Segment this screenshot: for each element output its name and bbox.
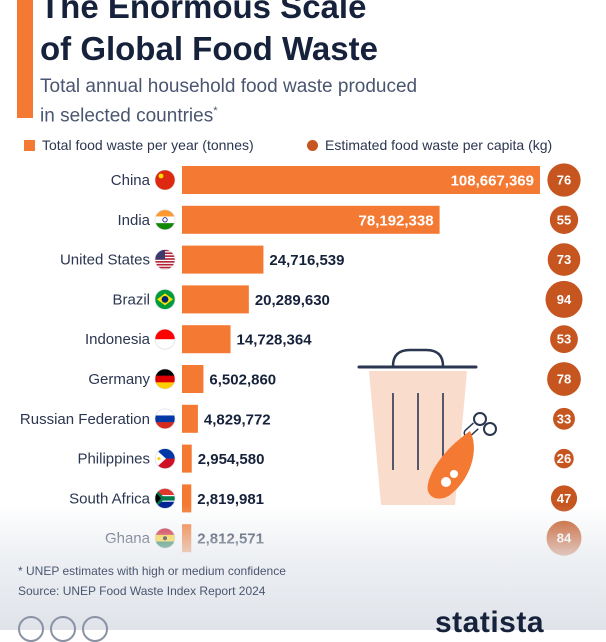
flag-icon-6	[155, 408, 175, 429]
category-label: Germany	[88, 371, 150, 388]
category-label: India	[117, 212, 150, 229]
per-capita-circle-5	[547, 362, 581, 396]
footer-background	[0, 505, 606, 630]
category-label: United States	[60, 252, 150, 269]
legend-swatch-bars	[24, 139, 35, 151]
chart-subtitle-line1: Total annual household food waste produc…	[40, 76, 418, 97]
source-note: Source: UNEP Food Waste Index Report 202…	[18, 584, 266, 598]
per-capita-label: 33	[557, 411, 571, 426]
per-capita-label: 94	[557, 292, 572, 307]
legend-swatch-circles	[307, 139, 318, 151]
legend-label-bars: Total food waste per year (tonnes)	[42, 137, 254, 153]
license-icons	[18, 616, 108, 642]
flag-icon-0	[155, 170, 175, 190]
cc-by-icon	[50, 616, 76, 642]
per-capita-label: 55	[557, 212, 571, 227]
chart-legend: Total food waste per year (tonnes) Estim…	[24, 137, 594, 157]
bar-value-label: 108,667,369	[451, 173, 534, 190]
chart-subtitle-mark: *	[213, 105, 218, 117]
brand-logo: statista	[435, 606, 545, 639]
footnote: * UNEP estimates with high or medium con…	[18, 564, 286, 578]
bar-7	[182, 444, 192, 473]
per-capita-circle-0	[547, 163, 581, 197]
chart-subtitle-line2: in selected countries	[40, 105, 214, 127]
category-label: Russian Federation	[20, 411, 150, 428]
per-capita-circle-7	[554, 448, 574, 469]
flag-icon-3	[155, 289, 175, 310]
per-capita-circle-8	[550, 485, 578, 512]
per-capita-label: 47	[557, 491, 571, 506]
bar-value-label: 14,728,364	[237, 332, 313, 349]
chart-row: India 78,192,338 55	[117, 205, 579, 234]
legend-item-bars: Total food waste per year (tonnes)	[24, 137, 254, 153]
chart-title: The Enormous Scale of Global Food Waste	[40, 0, 600, 70]
per-capita-circle-4	[550, 325, 578, 354]
flag-icon-7	[155, 448, 175, 469]
bar-8	[182, 484, 192, 513]
category-label: Brazil	[112, 291, 150, 308]
bar-value-label: 2,819,981	[197, 491, 264, 508]
cc-nd-icon	[82, 616, 108, 642]
bar-3	[182, 285, 249, 314]
bar-value-label: 4,829,772	[204, 411, 271, 428]
category-label: Philippines	[77, 451, 150, 468]
chart-row: China 108,667,369 76	[111, 163, 581, 197]
category-label: Indonesia	[85, 331, 151, 348]
chart-row: Germany 6,502,860 78	[88, 362, 581, 396]
per-capita-circle-3	[545, 280, 583, 318]
per-capita-label: 76	[557, 173, 571, 188]
per-capita-label: 53	[557, 332, 571, 347]
category-label: South Africa	[69, 490, 151, 507]
per-capita-circle-1	[549, 205, 579, 234]
bar-value-label: 20,289,630	[255, 292, 330, 309]
chart-row: Philippines 2,954,580 26	[77, 444, 574, 473]
per-capita-circle-6	[553, 407, 575, 430]
per-capita-circle-2	[547, 243, 581, 276]
bar-value-label: 2,954,580	[198, 451, 265, 468]
bar-1	[182, 205, 440, 234]
bar-value-label: 6,502,860	[209, 372, 276, 389]
per-capita-label: 73	[557, 252, 571, 267]
chart-row: Indonesia 14,728,364 53	[85, 325, 578, 354]
chart-row: Brazil 20,289,630 94	[112, 280, 583, 318]
chart-title-line2: of Global Food Waste	[40, 30, 378, 67]
bar-5	[182, 365, 204, 393]
bar-value-label: 78,192,338	[359, 212, 434, 229]
cc-icon	[18, 616, 44, 642]
bar-6	[182, 404, 198, 433]
chart-title-line1: The Enormous Scale	[40, 0, 367, 25]
flag-icon-4	[155, 329, 175, 350]
bar-value-label: 24,716,539	[269, 252, 344, 269]
legend-label-circles: Estimated food waste per capita (kg)	[325, 137, 553, 153]
flag-icon-5	[155, 369, 175, 389]
category-label: China	[111, 172, 151, 189]
bar-0	[182, 166, 540, 194]
bar-4	[182, 325, 231, 354]
per-capita-label: 78	[557, 372, 571, 387]
chart-row: South Africa 2,819,981 47	[69, 484, 578, 513]
legend-item-circles: Estimated food waste per capita (kg)	[307, 137, 552, 153]
title-accent-bar	[17, 0, 33, 118]
chart-subtitle: Total annual household food waste produc…	[40, 75, 560, 128]
chart-row: United States 24,716,539 73	[60, 243, 581, 276]
bar-2	[182, 245, 264, 274]
per-capita-label: 26	[557, 451, 571, 466]
flag-icon-2	[155, 249, 175, 269]
chicken-drumstick-icon	[427, 412, 497, 499]
chart-row: Russian Federation 4,829,772 33	[20, 404, 575, 433]
flag-icon-1	[155, 209, 175, 230]
